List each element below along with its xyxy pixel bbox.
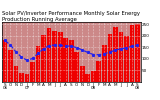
Bar [30,62,35,82]
Bar [130,26,134,82]
Bar [19,73,24,82]
Bar [108,34,112,82]
Bar [91,71,96,82]
Bar [74,52,79,82]
Bar [58,32,63,82]
Bar [135,24,140,82]
Bar [96,61,101,82]
Bar [14,66,18,82]
Bar [85,74,90,82]
Bar [8,50,13,82]
Bar [52,31,57,82]
Bar [36,46,40,82]
Text: Solar PV/Inverter Performance Monthly Solar Energy Production Running Average: Solar PV/Inverter Performance Monthly So… [2,11,140,22]
Bar [63,38,68,82]
Bar [102,45,107,82]
Bar [124,36,129,82]
Bar [113,27,118,82]
Bar [47,28,52,82]
Bar [25,74,29,82]
Bar [3,40,7,82]
Bar [41,35,46,82]
Bar [119,32,123,82]
Bar [69,40,74,82]
Bar [80,66,85,82]
